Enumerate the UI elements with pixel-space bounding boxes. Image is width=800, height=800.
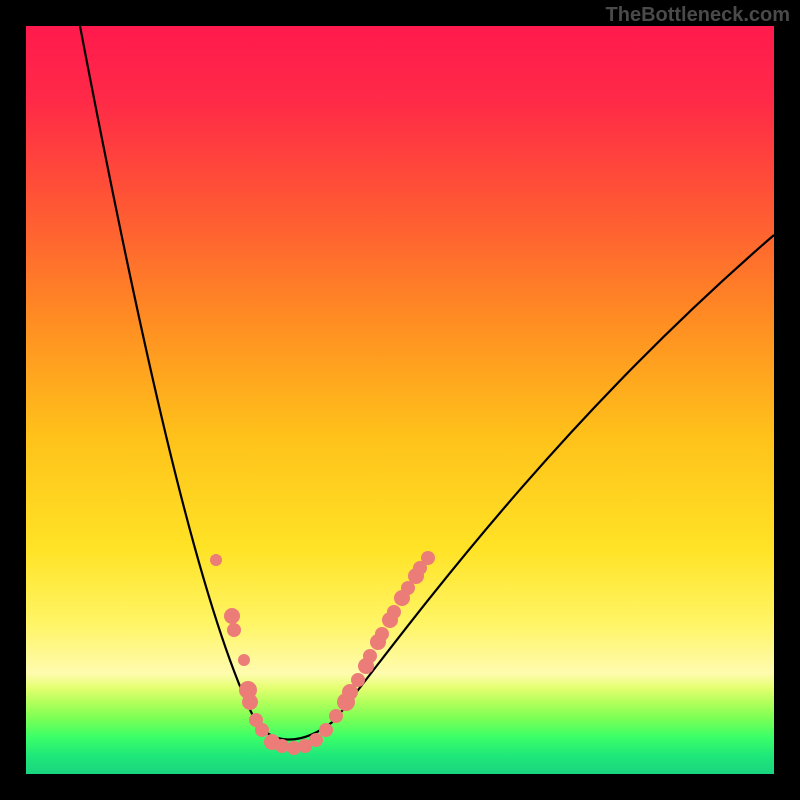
data-marker xyxy=(255,723,269,737)
data-marker xyxy=(363,649,377,663)
data-marker xyxy=(275,739,289,753)
chart-container: TheBottleneck.com xyxy=(0,0,800,800)
data-marker xyxy=(238,654,250,666)
data-marker xyxy=(329,709,343,723)
data-marker xyxy=(224,608,240,624)
data-marker xyxy=(242,694,258,710)
bottleneck-chart xyxy=(0,0,800,800)
watermark-text: TheBottleneck.com xyxy=(606,4,790,27)
data-marker xyxy=(319,723,333,737)
data-marker xyxy=(421,551,435,565)
data-marker xyxy=(387,605,401,619)
data-marker xyxy=(375,627,389,641)
plot-background xyxy=(26,26,774,774)
data-marker xyxy=(351,673,365,687)
data-marker xyxy=(309,733,323,747)
data-marker xyxy=(210,554,222,566)
data-marker xyxy=(227,623,241,637)
